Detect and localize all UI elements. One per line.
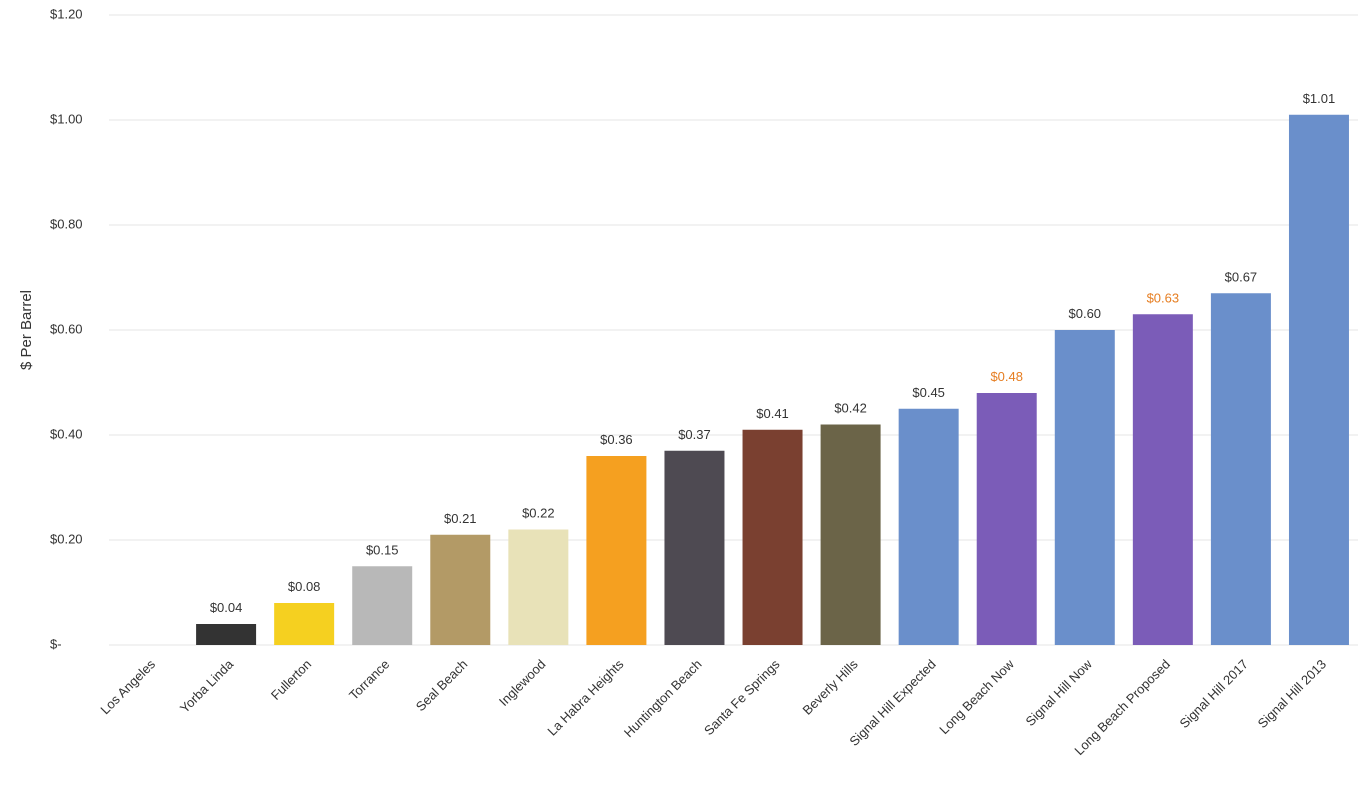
y-tick-label: $1.00 bbox=[50, 111, 83, 126]
bar bbox=[352, 566, 413, 645]
y-tick-label: $0.80 bbox=[50, 216, 83, 231]
data-label: $0.08 bbox=[288, 579, 321, 594]
bar bbox=[1054, 330, 1115, 645]
data-label: $0.22 bbox=[522, 506, 555, 521]
x-tick-label: Santa Fe Springs bbox=[701, 656, 783, 738]
x-tick-label: Signal Hill 2017 bbox=[1177, 657, 1251, 731]
data-label: $1.01 bbox=[1303, 91, 1336, 106]
data-label: $0.15 bbox=[366, 542, 399, 557]
data-label: $0.48 bbox=[990, 369, 1023, 384]
x-tick-label: Signal Hill Expected bbox=[846, 657, 938, 749]
data-label: $0.67 bbox=[1225, 269, 1258, 284]
bar bbox=[820, 424, 881, 645]
x-tick-label: Los Angeles bbox=[97, 656, 158, 717]
data-label: $0.36 bbox=[600, 432, 633, 447]
data-label: $0.37 bbox=[678, 427, 711, 442]
y-tick-label: $0.20 bbox=[50, 531, 83, 546]
data-label: $0.04 bbox=[210, 600, 243, 615]
x-tick-label: Inglewood bbox=[496, 657, 549, 710]
bar bbox=[196, 624, 257, 645]
x-tick-label: Signal Hill 2013 bbox=[1255, 657, 1329, 731]
y-axis-label: $ Per Barrel bbox=[18, 290, 35, 370]
x-tick-label: Signal Hill Now bbox=[1022, 656, 1095, 729]
x-tick-label: Seal Beach bbox=[413, 657, 471, 715]
bar bbox=[274, 603, 335, 645]
x-tick-label: Huntington Beach bbox=[621, 657, 705, 741]
bar bbox=[586, 456, 647, 645]
data-label: $0.41 bbox=[756, 406, 789, 421]
data-label: $0.60 bbox=[1069, 306, 1102, 321]
x-tick-label: Fullerton bbox=[268, 657, 314, 703]
x-tick-label: La Habra Heights bbox=[544, 656, 626, 738]
x-tick-label: Yorba Linda bbox=[177, 656, 237, 716]
x-tick-label: Torrance bbox=[346, 657, 392, 703]
y-tick-label: $- bbox=[50, 636, 62, 651]
bar bbox=[664, 450, 725, 645]
bar bbox=[1288, 114, 1349, 645]
y-tick-label: $1.20 bbox=[50, 6, 83, 21]
x-tick-label: Beverly Hills bbox=[800, 656, 862, 718]
bar bbox=[976, 393, 1037, 645]
bar bbox=[508, 529, 569, 645]
data-label: $0.21 bbox=[444, 511, 477, 526]
data-label: $0.63 bbox=[1147, 290, 1180, 305]
bar bbox=[1132, 314, 1193, 645]
y-tick-label: $0.60 bbox=[50, 321, 83, 336]
bar bbox=[430, 534, 491, 645]
bar bbox=[1210, 293, 1271, 645]
y-tick-label: $0.40 bbox=[50, 426, 83, 441]
data-label: $0.45 bbox=[912, 385, 945, 400]
x-tick-label: Long Beach Now bbox=[936, 656, 1017, 737]
bar bbox=[742, 429, 803, 645]
bar bbox=[898, 408, 959, 645]
data-label: $0.42 bbox=[834, 401, 867, 416]
